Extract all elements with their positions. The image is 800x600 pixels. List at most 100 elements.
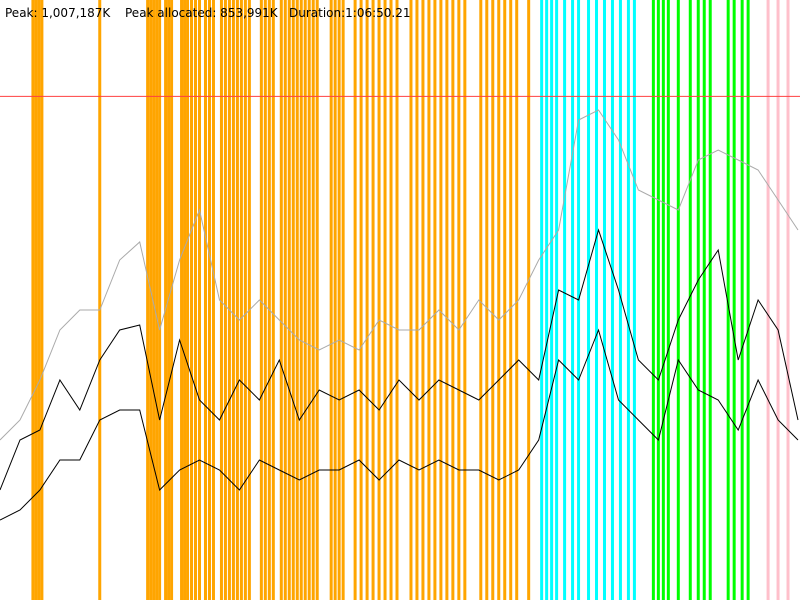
event-bar (341, 0, 345, 600)
event-bar (267, 0, 271, 600)
event-bar (676, 0, 680, 600)
event-bar (149, 0, 153, 600)
event-bar (696, 0, 700, 600)
event-bar (219, 0, 223, 600)
event-bar (164, 0, 168, 600)
events (31, 0, 790, 600)
event-bar (563, 0, 567, 600)
event-bar (377, 0, 381, 600)
event-bar (587, 0, 591, 600)
event-bar (571, 0, 575, 600)
event-bar (152, 0, 156, 600)
duration-text: Duration:1:06:50.21 (289, 6, 411, 20)
event-bar (227, 0, 231, 600)
event-bar (732, 0, 736, 600)
event-bar (299, 0, 303, 600)
event-bar (786, 0, 790, 600)
event-bar (395, 0, 399, 600)
event-bar (415, 0, 419, 600)
event-bar (540, 0, 544, 600)
event-bar (170, 0, 174, 600)
event-bar (656, 0, 660, 600)
event-bar (485, 0, 489, 600)
event-bar (550, 0, 554, 600)
event-bar (37, 0, 41, 600)
event-bar (34, 0, 38, 600)
event-bar (421, 0, 425, 600)
event-bar (666, 0, 670, 600)
event-bar (158, 0, 162, 600)
event-bar (509, 0, 513, 600)
event-bar (545, 0, 549, 600)
event-bar (527, 0, 531, 600)
event-bar (726, 0, 730, 600)
event-bar (183, 0, 187, 600)
event-bar (433, 0, 437, 600)
event-bar (595, 0, 599, 600)
event-bar (315, 0, 319, 600)
series-line (0, 328, 799, 521)
event-bar (702, 0, 706, 600)
event-bar (602, 0, 606, 600)
event-bar (651, 0, 655, 600)
event-bar (207, 0, 211, 600)
event-bar (626, 0, 630, 600)
event-bar (491, 0, 495, 600)
event-bar (198, 0, 202, 600)
event-bar (383, 0, 387, 600)
event-bar (247, 0, 251, 600)
series-line (0, 109, 799, 441)
event-bar (503, 0, 507, 600)
event-bar (479, 0, 483, 600)
event-bar (259, 0, 263, 600)
event-bar (497, 0, 501, 600)
event-bar (708, 0, 712, 600)
event-bar (186, 0, 190, 600)
event-bar (515, 0, 519, 600)
event-bar (155, 0, 159, 600)
event-bar (661, 0, 665, 600)
peak-allocated-text: Peak allocated: 853,991K (125, 6, 279, 20)
event-bar (98, 0, 102, 600)
event-bar (688, 0, 692, 600)
event-bar (40, 0, 44, 600)
event-bar (194, 0, 198, 600)
lines (0, 95, 800, 521)
event-bar (287, 0, 291, 600)
event-bar (359, 0, 363, 600)
event-bar (371, 0, 375, 600)
event-bar (746, 0, 750, 600)
event-bar (235, 0, 239, 600)
event-bar (439, 0, 443, 600)
event-bar (31, 0, 35, 600)
event-bar (776, 0, 780, 600)
event-bar (283, 0, 287, 600)
event-bar (353, 0, 357, 600)
event-bar (311, 0, 315, 600)
event-bar (271, 0, 275, 600)
event-bar (389, 0, 393, 600)
event-bar (231, 0, 235, 600)
event-bar (263, 0, 267, 600)
event-bar (427, 0, 431, 600)
event-bar (211, 0, 215, 600)
event-bar (239, 0, 243, 600)
event-bar (409, 0, 413, 600)
event-bar (365, 0, 369, 600)
event-bar (279, 0, 283, 600)
event-bar (632, 0, 636, 600)
event-bar (333, 0, 337, 600)
event-bar (303, 0, 307, 600)
event-bar (445, 0, 449, 600)
peak-text: Peak: 1,007,187K (5, 6, 111, 20)
event-bar (618, 0, 622, 600)
event-bar (243, 0, 247, 600)
event-bar (766, 0, 770, 600)
event-bar (295, 0, 299, 600)
event-bar (457, 0, 461, 600)
event-bar (190, 0, 194, 600)
event-bar (291, 0, 295, 600)
event-bar (180, 0, 184, 600)
